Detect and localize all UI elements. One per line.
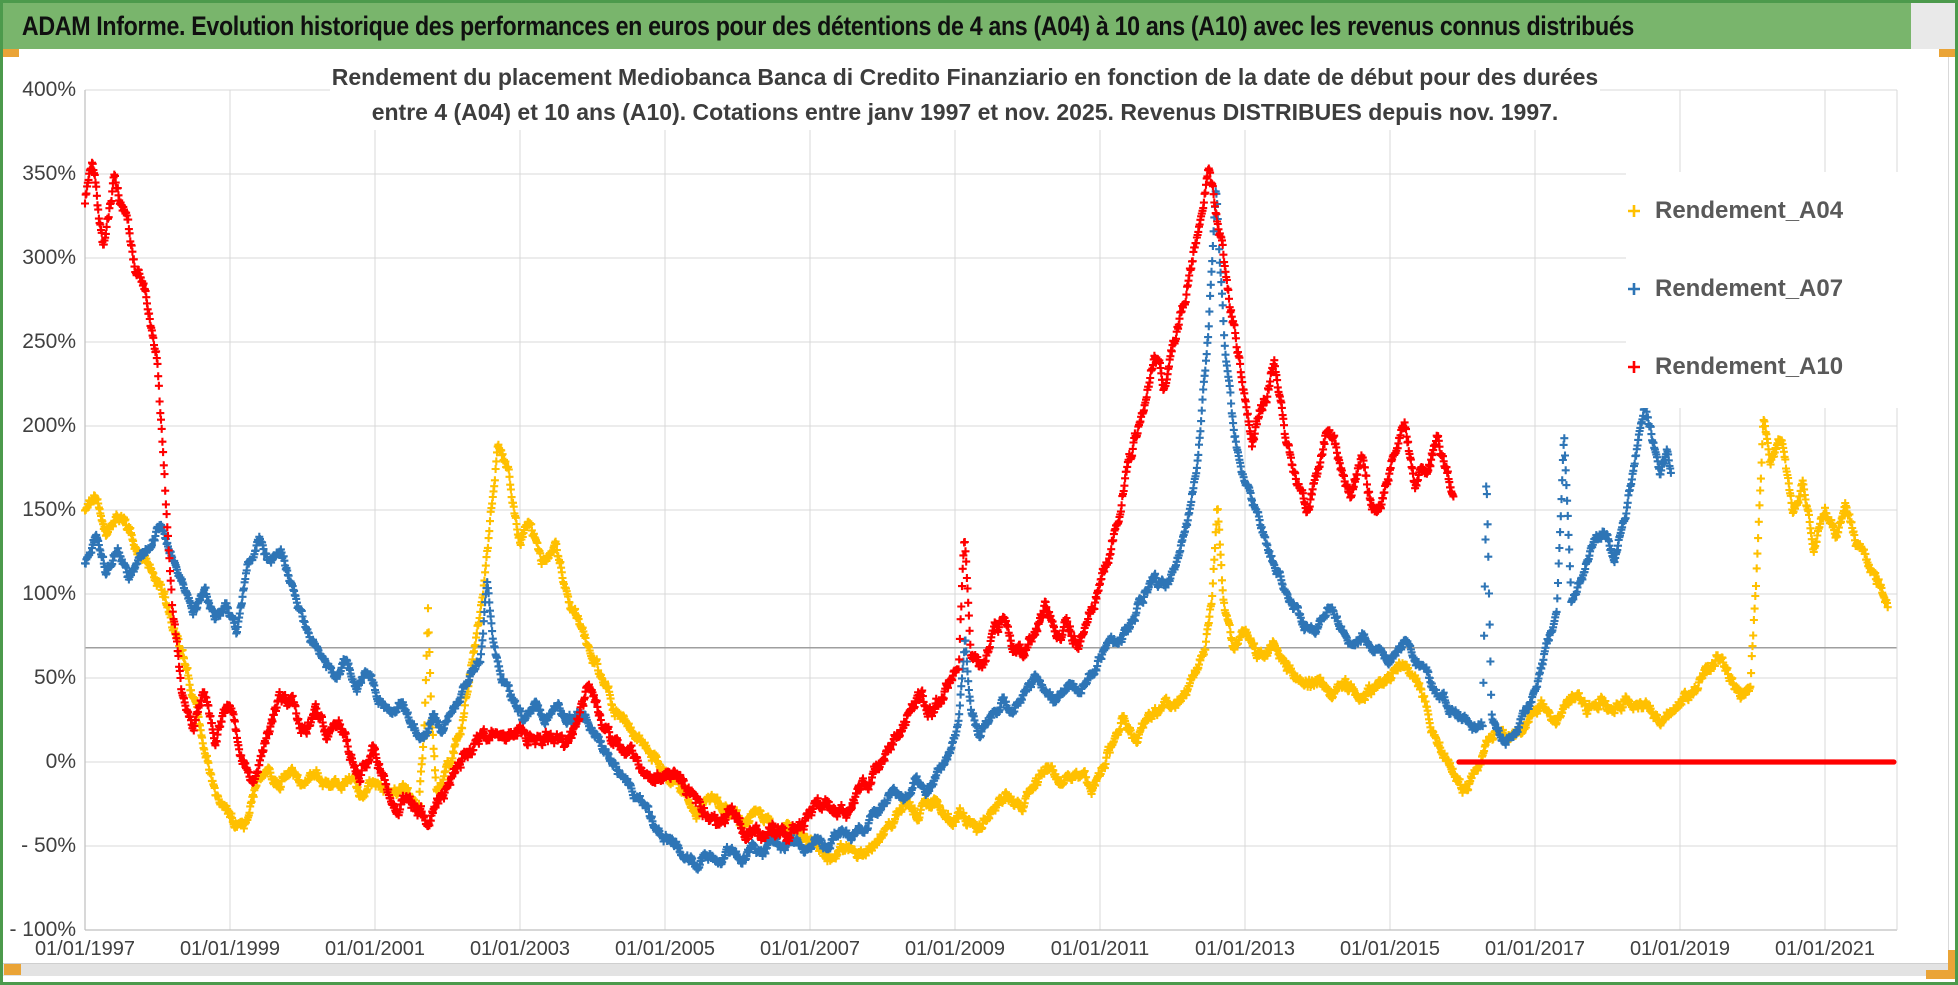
chart-title-line-2: entre 4 (A04) et 10 ans (A10). Cotations… — [371, 99, 1559, 125]
window-border-bottom — [0, 982, 1958, 985]
y-axis-tick-label: 250% — [22, 330, 76, 353]
banner-title-text: ADAM Informe. Evolution historique des p… — [21, 10, 1635, 41]
series-Rendement_A10 — [81, 158, 1458, 845]
x-axis-tick-label: 01/01/2017 — [1484, 938, 1586, 960]
y-axis-tick-label: 50% — [33, 666, 76, 689]
legend-item-Rendement_A10[interactable]: Rendement_A10 — [1626, 328, 1948, 406]
plus-marker-icon — [1628, 205, 1640, 217]
x-axis-tick-label: 01/01/2003 — [469, 938, 571, 960]
x-axis-tick-label: 01/01/2005 — [614, 938, 716, 960]
x-axis-tick-label: 01/01/2001 — [324, 938, 426, 960]
window-border-right — [1955, 0, 1958, 985]
legend-item-Rendement_A04[interactable]: Rendement_A04 — [1626, 172, 1948, 250]
y-axis-tick-label: 150% — [22, 498, 76, 521]
banner-right-gap — [1911, 3, 1955, 49]
series-Rendement_A04 — [81, 416, 1892, 866]
selection-handle-top-right[interactable] — [1939, 49, 1955, 57]
y-axis-tick-label: - 100% — [9, 918, 76, 941]
x-axis-tick-label: 01/01/2021 — [1774, 938, 1876, 960]
y-axis-tick-label: 0% — [45, 750, 76, 773]
horizontal-scrollbar-track[interactable] — [3, 963, 1955, 976]
x-axis-tick-label: 01/01/2009 — [904, 938, 1006, 960]
legend-label: Rendement_A04 — [1655, 197, 1844, 224]
x-axis-tick-label: 01/01/1997 — [34, 938, 136, 960]
chart-title-line-1: Rendement du placement Mediobanca Banca … — [331, 64, 1599, 90]
y-axis-tick-label: 300% — [22, 246, 76, 269]
legend-label: Rendement_A10 — [1655, 353, 1844, 380]
x-axis-tick-label: 01/01/2011 — [1050, 938, 1150, 960]
x-axis-tick-label: 01/01/2019 — [1629, 938, 1731, 960]
x-axis-tick-label: 01/01/2007 — [759, 938, 861, 960]
y-axis-tick-label: - 50% — [21, 834, 76, 857]
chart-title: Rendement du placement Mediobanca Banca … — [330, 60, 1600, 130]
legend-item-Rendement_A07[interactable]: Rendement_A07 — [1626, 250, 1948, 328]
plus-marker-icon — [1628, 361, 1640, 373]
plus-marker-icon — [1628, 283, 1640, 295]
x-axis-tick-label: 01/01/2013 — [1194, 938, 1296, 960]
selection-handle-bottom-right[interactable] — [1926, 970, 1956, 979]
y-axis-tick-label: 200% — [22, 414, 76, 437]
selection-handle-top-left[interactable] — [3, 49, 19, 57]
selection-handle-right[interactable] — [1948, 950, 1956, 979]
window-border-top — [0, 0, 1958, 3]
y-axis-tick-label: 350% — [22, 162, 76, 185]
x-axis-tick-label: 01/01/1999 — [179, 938, 281, 960]
title-banner: ADAM Informe. Evolution historique des p… — [3, 3, 1911, 49]
window-border-left — [0, 0, 3, 985]
legend-label: Rendement_A07 — [1655, 275, 1844, 302]
y-axis-tick-label: 100% — [22, 582, 76, 605]
x-axis-tick-label: 01/01/2015 — [1339, 938, 1441, 960]
chart-legend: Rendement_A04 Rendement_A07 Rendement_A10 — [1626, 172, 1948, 408]
selection-handle-bottom-left[interactable] — [4, 964, 21, 975]
chart-border-right — [1948, 57, 1949, 963]
y-axis-tick-label: 400% — [22, 78, 76, 101]
